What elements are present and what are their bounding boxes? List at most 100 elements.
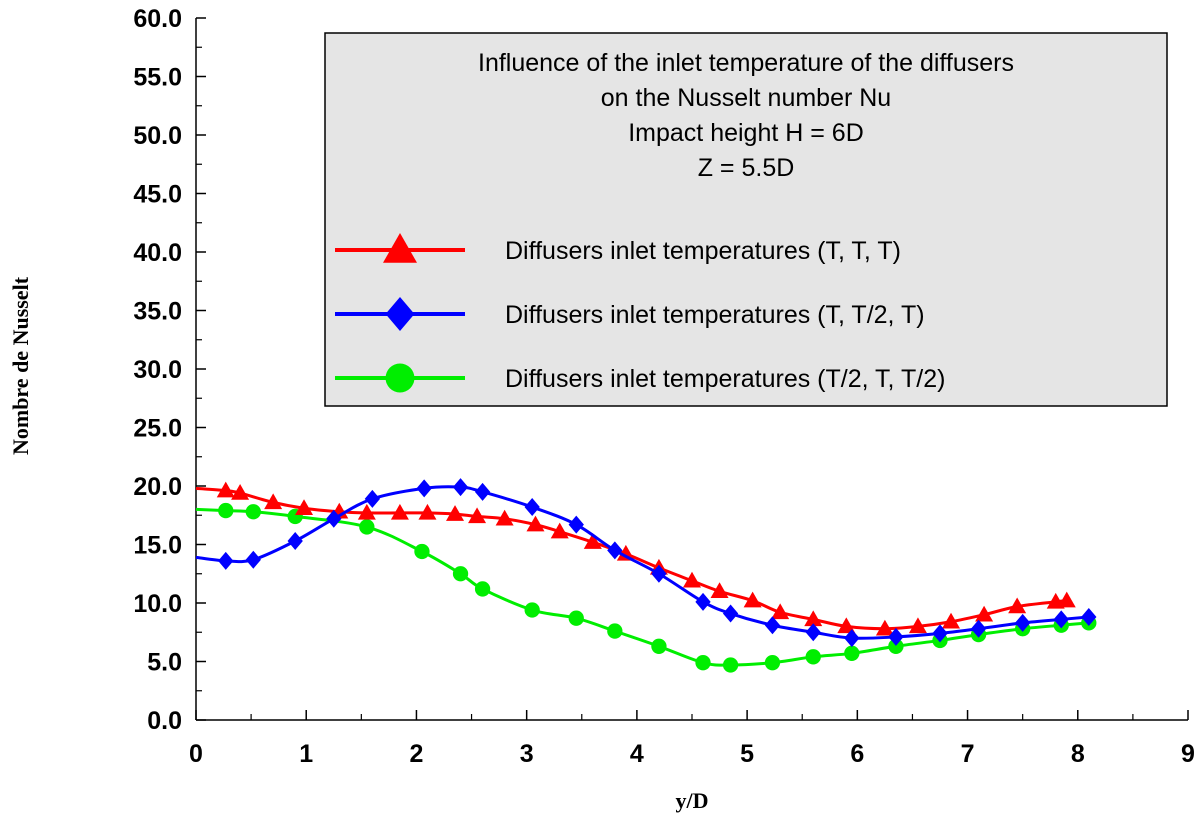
y-axis-label: Nombre de Nusselt xyxy=(8,276,33,455)
circle-marker xyxy=(651,638,667,654)
series-2 xyxy=(195,478,1097,648)
legend-entry: Diffusers inlet temperatures (T, T, T) xyxy=(335,233,901,265)
diamond-marker xyxy=(651,564,667,583)
y-tick-label: 50.0 xyxy=(133,122,182,150)
x-axis-label: y/D xyxy=(676,788,709,813)
diamond-marker xyxy=(474,482,491,501)
y-tick-label: 25.0 xyxy=(133,415,182,443)
diamond-marker xyxy=(1015,613,1031,632)
diamond-marker xyxy=(218,551,234,570)
x-tick-label: 1 xyxy=(299,740,313,768)
y-tick-label: 55.0 xyxy=(133,64,182,92)
legend-label: Diffusers inlet temperatures (T, T, T) xyxy=(505,237,901,265)
x-tick-label: 9 xyxy=(1181,740,1195,768)
triangle-marker xyxy=(446,505,465,521)
y-tick-label: 20.0 xyxy=(133,473,182,501)
x-tick-label: 5 xyxy=(740,740,754,768)
circle-marker xyxy=(385,363,415,393)
series-layer xyxy=(195,478,1097,673)
diamond-marker xyxy=(805,623,821,642)
y-tick-label: 60.0 xyxy=(133,5,182,33)
diamond-marker xyxy=(722,604,739,623)
triangle-marker xyxy=(418,503,437,520)
diamond-marker xyxy=(607,541,623,560)
triangle-marker xyxy=(1008,597,1027,614)
legend-label: Diffusers inlet temperatures (T, T/2, T) xyxy=(505,301,925,329)
y-tick-label: 10.0 xyxy=(133,590,182,618)
circle-marker xyxy=(844,645,860,661)
diamond-marker xyxy=(416,479,432,498)
circle-marker xyxy=(888,638,904,654)
triangle-marker xyxy=(216,481,235,498)
x-tick-label: 0 xyxy=(189,740,203,768)
diamond-marker xyxy=(844,629,860,648)
legend-entry: Diffusers inlet temperatures (T, T/2, T) xyxy=(335,297,925,331)
triangle-marker xyxy=(743,591,762,608)
triangle-marker xyxy=(837,617,856,634)
triangle-marker xyxy=(975,605,994,622)
diamond-marker xyxy=(245,550,261,569)
triangle-marker xyxy=(616,544,635,561)
x-tick-label: 7 xyxy=(961,740,975,768)
triangle-marker xyxy=(468,507,487,524)
y-tick-label: 5.0 xyxy=(147,649,182,677)
diamond-marker xyxy=(695,592,711,611)
legend-label: Diffusers inlet temperatures (T/2, T, T/… xyxy=(505,365,945,393)
triangle-marker xyxy=(710,582,729,599)
diamond-marker xyxy=(1053,610,1069,629)
chart-title-line: on the Nusselt number Nu xyxy=(601,84,891,112)
circle-marker xyxy=(414,543,430,560)
circle-marker xyxy=(568,610,584,626)
diamond-marker xyxy=(385,297,415,331)
y-tick-label: 15.0 xyxy=(133,532,182,560)
triangle-marker xyxy=(771,603,790,620)
y-tick-label: 35.0 xyxy=(133,298,182,326)
triangle-marker xyxy=(1057,591,1076,608)
legend-box xyxy=(324,32,1168,407)
triangle-marker xyxy=(390,503,409,520)
y-tick-label: 40.0 xyxy=(133,239,182,267)
y-tick-label: 45.0 xyxy=(133,181,182,209)
circle-marker xyxy=(695,655,711,671)
triangle-marker xyxy=(526,515,545,532)
circle-marker xyxy=(359,519,375,535)
triangle-marker xyxy=(804,610,823,627)
diamond-marker xyxy=(1081,608,1097,627)
circle-marker xyxy=(764,655,781,671)
chart-title-line: Z = 5.5D xyxy=(698,154,795,182)
diamond-marker xyxy=(888,627,904,646)
triangle-marker xyxy=(357,503,376,520)
triangle-marker xyxy=(383,233,417,263)
x-tick-label: 6 xyxy=(850,740,864,768)
x-tick-label: 3 xyxy=(520,740,534,768)
triangle-marker xyxy=(495,509,514,526)
circle-marker xyxy=(607,623,623,639)
circle-marker xyxy=(218,502,234,519)
diamond-marker xyxy=(970,619,987,638)
circle-marker xyxy=(722,657,739,673)
y-tick-label: 30.0 xyxy=(133,356,182,384)
x-tick-label: 2 xyxy=(409,740,423,768)
axes: 0.05.010.015.020.025.030.035.040.045.050… xyxy=(133,5,1195,768)
diamond-marker xyxy=(452,478,469,497)
circle-marker xyxy=(805,649,821,665)
legend-entry: Diffusers inlet temperatures (T/2, T, T/… xyxy=(335,363,945,393)
chart-title-line: Impact height H = 6D xyxy=(628,119,864,147)
diamond-marker xyxy=(764,616,781,635)
diamond-marker xyxy=(326,509,342,528)
circle-marker xyxy=(452,566,469,582)
chart-title-line: Influence of the inlet temperature of th… xyxy=(478,49,1014,77)
legend: Influence of the inlet temperature of th… xyxy=(324,32,1168,407)
triangle-marker xyxy=(550,522,569,539)
diamond-marker xyxy=(287,531,303,550)
x-tick-label: 4 xyxy=(630,740,644,768)
circle-marker xyxy=(245,504,261,520)
triangle-marker xyxy=(583,533,602,549)
diamond-marker xyxy=(568,515,584,534)
circle-marker xyxy=(474,581,491,597)
triangle-marker xyxy=(875,619,894,636)
triangle-marker xyxy=(295,499,314,515)
circle-marker xyxy=(524,602,540,618)
x-tick-label: 8 xyxy=(1071,740,1085,768)
